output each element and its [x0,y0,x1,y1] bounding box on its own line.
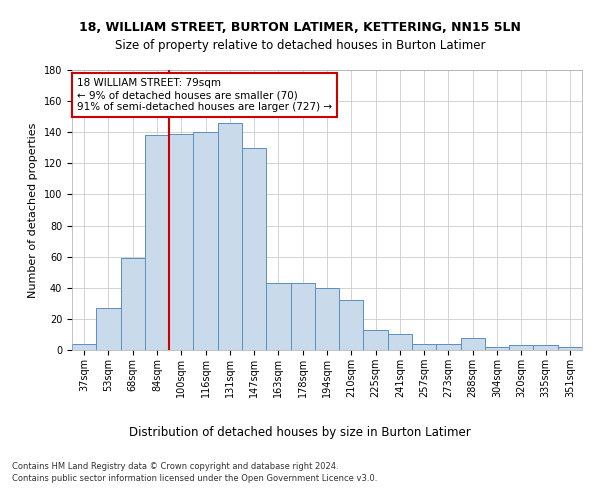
Text: 18 WILLIAM STREET: 79sqm
← 9% of detached houses are smaller (70)
91% of semi-de: 18 WILLIAM STREET: 79sqm ← 9% of detache… [77,78,332,112]
Bar [485,347,509,350]
Bar [145,136,169,350]
Bar [436,344,461,350]
Bar [364,330,388,350]
Y-axis label: Number of detached properties: Number of detached properties [28,122,38,298]
Bar [72,344,96,350]
Bar [290,283,315,350]
Text: 18, WILLIAM STREET, BURTON LATIMER, KETTERING, NN15 5LN: 18, WILLIAM STREET, BURTON LATIMER, KETT… [79,21,521,34]
Bar [315,288,339,350]
Bar [412,344,436,350]
Bar [388,334,412,350]
Text: Contains HM Land Registry data © Crown copyright and database right 2024.
Contai: Contains HM Land Registry data © Crown c… [12,462,377,483]
Bar [242,148,266,350]
Bar [509,346,533,350]
Bar [266,283,290,350]
Text: Distribution of detached houses by size in Burton Latimer: Distribution of detached houses by size … [129,426,471,439]
Bar [218,123,242,350]
Bar [169,134,193,350]
Bar [193,132,218,350]
Bar [96,308,121,350]
Bar [339,300,364,350]
Bar [461,338,485,350]
Text: Size of property relative to detached houses in Burton Latimer: Size of property relative to detached ho… [115,38,485,52]
Bar [121,258,145,350]
Bar [533,346,558,350]
Bar [558,347,582,350]
